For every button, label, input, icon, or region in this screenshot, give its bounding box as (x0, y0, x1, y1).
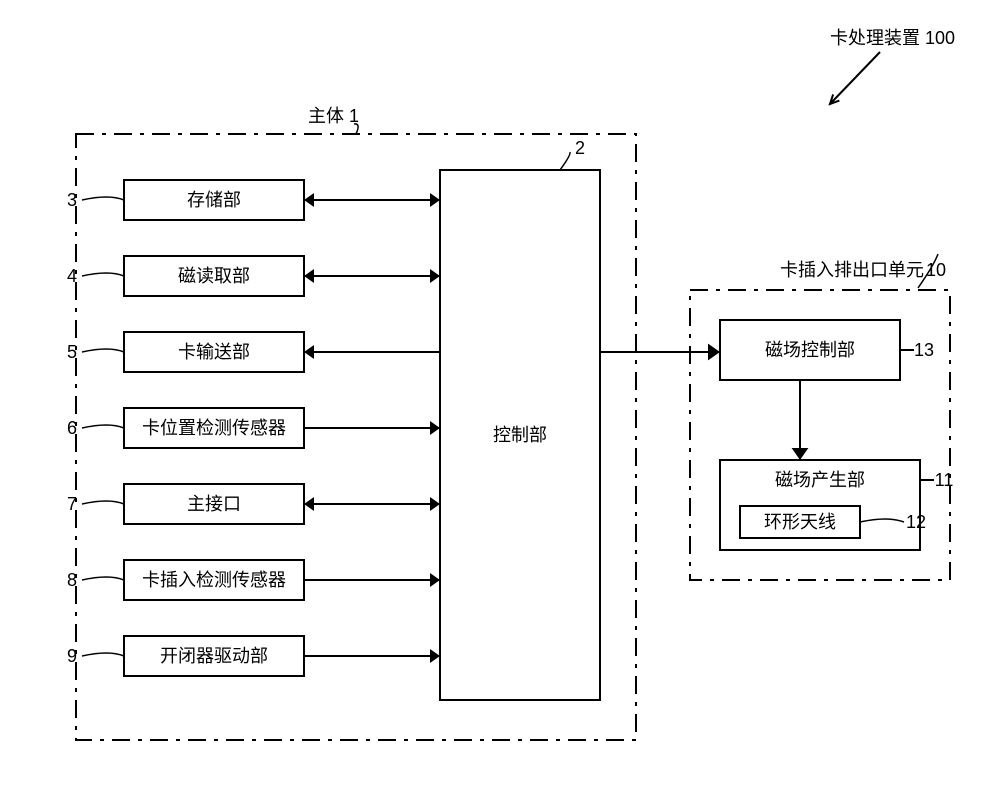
controller-ref: 2 (575, 138, 585, 158)
block-mag-read-ref: 4 (67, 266, 77, 286)
block-main-if: 主接口 7 (67, 484, 440, 524)
block-transport-ref: 5 (67, 342, 77, 362)
block-storage: 存储部 3 (67, 180, 440, 220)
conn-controller-to-magctrl (600, 344, 720, 361)
io-unit-frame (690, 290, 950, 580)
loop-antenna-ref: 12 (906, 512, 926, 532)
block-storage-label: 存储部 (187, 190, 241, 210)
main-body-label: 主体 (308, 106, 344, 126)
block-pos-sens-label: 卡位置检测传感器 (142, 418, 286, 438)
mag-control-ref: 13 (914, 340, 934, 360)
block-ins-sens: 卡插入检测传感器 8 (67, 560, 440, 600)
block-shutter: 开闭器驱动部 9 (67, 636, 440, 676)
main-body: 主体1 控制部 2 存储部 3 磁读取部 4 卡输送部 5 卡位置检测传感器 6 主接口 7 卡插入检测传… (67, 106, 636, 740)
block-transport-label: 卡输送部 (178, 342, 250, 362)
controller-label: 控制部 (493, 425, 547, 445)
mag-generator-ref: 11 (935, 470, 954, 490)
block-main-if-label: 主接口 (187, 494, 241, 514)
loop-antenna-label: 环形天线 (764, 512, 836, 532)
block-shutter-label: 开闭器驱动部 (160, 646, 268, 666)
device-title-label: 卡处理装置 100 (830, 28, 955, 48)
io-unit-label: 卡插入排出口单元 (780, 260, 924, 280)
mag-generator-label: 磁场产生部 (775, 470, 865, 490)
block-ins-sens-label: 卡插入检测传感器 (142, 570, 286, 590)
block-ins-sens-ref: 8 (67, 570, 77, 590)
block-mag-read: 磁读取部 4 (67, 256, 440, 296)
mag-control-block: 磁场控制部 13 (720, 320, 934, 380)
main-body-ref: 1 (349, 106, 359, 126)
block-pos-sens: 卡位置检测传感器 6 (67, 408, 440, 448)
block-pos-sens-ref: 6 (67, 418, 77, 438)
conn-magctrl-to-maggen (792, 380, 809, 460)
mag-control-label: 磁场控制部 (765, 340, 855, 360)
block-main-if-ref: 7 (67, 494, 77, 514)
block-transport: 卡输送部 5 (67, 332, 440, 372)
block-shutter-ref: 9 (67, 646, 77, 666)
block-mag-read-label: 磁读取部 (178, 266, 250, 286)
controller-block: 控制部 2 (440, 138, 600, 700)
io-unit: 卡插入排出口单元10磁场控制部13磁场产生部11环形天线12 (600, 254, 953, 580)
mag-generator-block: 磁场产生部 11 环形天线 12 (720, 460, 953, 550)
device-title: 卡处理装置 100 (830, 28, 955, 104)
block-storage-ref: 3 (67, 190, 77, 210)
